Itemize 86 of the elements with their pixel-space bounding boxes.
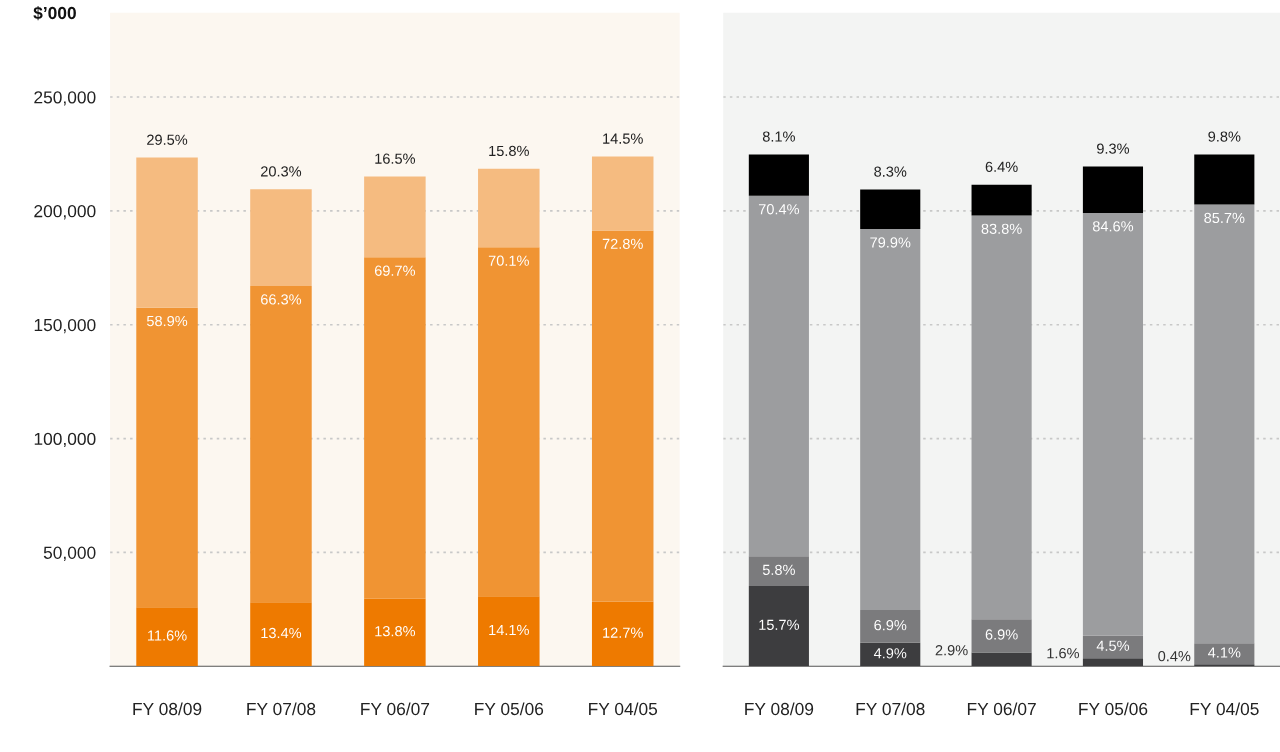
bar [971,652,1032,667]
annotation: 83.8% [981,223,1022,234]
annotation: 15.8% [489,145,529,157]
annotation: 11.6% [148,630,187,641]
annotation: 13.4% [261,627,302,639]
annotation: 4.1% [1208,647,1241,658]
annotation: 70.4% [758,204,800,215]
bar [591,601,654,667]
bar [250,602,312,667]
bar [860,229,921,611]
bar [478,168,540,248]
x-tick-label: FY 04/05 [1190,702,1259,716]
y-tick-label: 250,000 [34,91,96,106]
annotation: 9.3% [1097,143,1130,154]
bar [971,215,1032,620]
y-tick-label: 100,000 [34,432,96,448]
annotation: 6.4% [985,161,1018,173]
x-tick-label: FY 04/05 [589,702,658,716]
bar [1082,212,1144,636]
annotation: 6.9% [874,620,907,631]
annotation: 79.9% [870,237,911,248]
bar [1082,166,1144,213]
annotation: 14.1% [489,624,529,636]
bar [971,184,1032,216]
annotation: 70.1% [488,255,529,266]
y-axis-title: $’000 [33,6,76,21]
bar [1082,635,1144,659]
bar [748,556,809,586]
x-tick-label: FY 08/09 [745,702,814,716]
x-tick-label: FY 07/08 [856,702,925,716]
bar [748,585,809,667]
annotation: 84.6% [1092,221,1134,232]
x-tick-label: FY 07/08 [247,702,316,716]
bar [136,307,198,608]
annotation: 8.1% [762,131,795,142]
bar [591,230,654,602]
annotation: 12.7% [603,627,643,638]
annotation: 15.7% [759,619,800,630]
annotation: 58.9% [146,315,188,327]
annotation: 4.5% [1096,640,1130,651]
bar [1194,643,1255,665]
annotation: 14.5% [603,133,643,144]
y-tick-label: 200,000 [34,205,96,220]
x-tick-label: FY 05/06 [475,702,544,716]
annotation: 85.7% [1204,212,1245,224]
annotation: 0.4% [1158,650,1191,662]
annotation: 13.8% [375,626,416,637]
annotation: 29.5% [147,134,188,145]
bar [971,619,1032,653]
bar [478,247,540,597]
bar [860,189,921,230]
annotation: 72.8% [602,238,643,250]
bar [364,257,426,599]
bar [250,286,312,603]
x-tick-label: FY 06/07 [967,702,1036,716]
bar [860,642,921,667]
annotation: 16.5% [375,153,416,164]
bar [1082,658,1144,667]
annotation: 9.8% [1208,131,1241,142]
x-tick-label: FY 05/06 [1079,702,1148,716]
annotation: 1.6% [1047,648,1080,659]
bar [250,189,312,287]
x-tick-label: FY 06/07 [361,702,430,716]
bar [136,607,198,667]
annotation: 66.3% [261,294,302,305]
bar [478,596,540,667]
bar [591,156,654,231]
bar [364,598,426,667]
bar [136,157,198,308]
annotation: 8.3% [874,166,907,177]
y-tick-label: 50,000 [43,546,96,561]
y-tick-label: 150,000 [34,318,96,334]
x-tick-label: FY 08/09 [133,702,202,716]
annotation: 6.9% [985,629,1018,640]
bar [1194,154,1255,205]
bar [364,176,426,258]
annotation: 5.8% [762,564,795,576]
annotation: 69.7% [374,265,416,276]
annotation: 2.9% [935,645,968,656]
annotation: 4.9% [873,648,907,659]
bar [748,195,809,557]
bar [1194,204,1255,644]
bar [1194,664,1255,667]
bar [860,610,921,643]
annotation: 20.3% [261,166,302,177]
bar [748,154,809,196]
